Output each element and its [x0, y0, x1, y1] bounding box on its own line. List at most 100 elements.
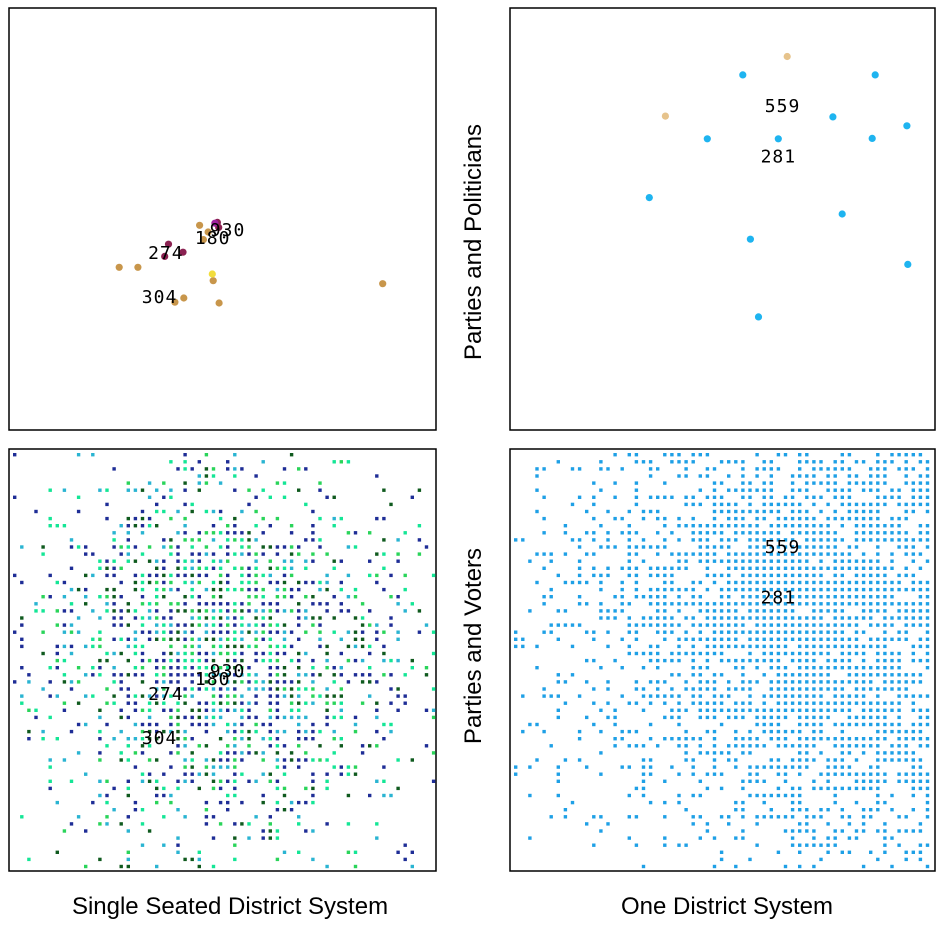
data-point — [261, 573, 265, 578]
data-point — [233, 680, 237, 684]
data-point — [247, 573, 251, 578]
data-point — [119, 687, 123, 691]
data-point — [805, 651, 809, 656]
data-point — [396, 552, 400, 556]
data-point — [140, 808, 145, 812]
data-point — [254, 623, 258, 627]
data-point — [776, 850, 781, 854]
data-point — [126, 644, 130, 649]
data-point — [69, 729, 74, 734]
data-point — [318, 694, 322, 698]
data-point — [876, 545, 880, 549]
data-point — [883, 722, 887, 727]
data-point — [698, 751, 702, 755]
data-point — [826, 765, 830, 769]
data-point — [289, 751, 294, 755]
data-point — [769, 481, 773, 485]
data-point — [147, 637, 152, 641]
data-point — [904, 616, 908, 620]
data-point — [41, 687, 45, 691]
data-point — [883, 644, 887, 649]
data-point — [911, 573, 915, 578]
data-point — [783, 52, 791, 61]
data-point — [169, 644, 173, 649]
data-point — [410, 864, 414, 869]
data-point — [641, 694, 646, 698]
data-point — [663, 573, 667, 578]
data-point — [233, 772, 237, 776]
data-point — [275, 737, 280, 741]
data-point — [648, 694, 653, 698]
data-point — [847, 595, 852, 599]
data-point — [670, 552, 674, 556]
data-point — [542, 531, 546, 535]
data-point — [755, 488, 759, 492]
data-point — [147, 630, 152, 634]
data-point — [861, 864, 866, 869]
data-point — [112, 786, 116, 791]
data-point — [805, 658, 809, 663]
data-point — [592, 516, 596, 521]
data-point — [741, 587, 745, 592]
data-point — [112, 531, 116, 535]
data-point — [819, 481, 823, 485]
data-point — [275, 765, 280, 769]
data-point — [140, 708, 145, 712]
data-point — [599, 666, 603, 670]
data-point — [656, 623, 660, 627]
data-point — [826, 708, 830, 712]
data-point — [521, 644, 525, 649]
data-point — [289, 595, 294, 599]
data-point — [826, 701, 830, 705]
data-point — [289, 559, 294, 563]
data-point — [656, 687, 660, 691]
data-point — [233, 630, 237, 634]
data-point — [698, 552, 702, 556]
data-point — [389, 701, 393, 705]
data-point — [190, 680, 194, 684]
data-point — [918, 602, 923, 606]
data-point — [741, 509, 745, 514]
data-point — [911, 786, 915, 791]
data-point — [755, 616, 759, 620]
data-point — [861, 559, 866, 563]
data-point — [918, 531, 923, 535]
data-point — [854, 722, 859, 727]
data-point — [162, 545, 166, 549]
data-point — [641, 616, 646, 620]
data-point — [904, 474, 908, 478]
data-point — [783, 566, 788, 570]
data-point — [155, 864, 159, 869]
data-point — [776, 715, 781, 720]
data-point — [790, 758, 795, 762]
data-point — [861, 744, 866, 748]
data-point — [126, 531, 130, 535]
data-point — [162, 566, 166, 570]
data-point — [247, 587, 251, 592]
data-point — [869, 708, 873, 712]
data-point — [282, 573, 287, 578]
data-point — [169, 680, 173, 684]
data-point — [734, 552, 738, 556]
data-point — [769, 538, 773, 542]
data-point — [592, 502, 596, 507]
data-point — [783, 516, 788, 521]
data-point — [698, 744, 702, 748]
data-point — [925, 708, 930, 712]
data-point — [162, 658, 166, 663]
data-point — [211, 722, 216, 727]
data-point — [876, 786, 880, 791]
data-point — [769, 708, 773, 712]
point-label: 304 — [142, 287, 178, 308]
data-point — [98, 566, 102, 570]
data-point — [254, 651, 258, 656]
data-point — [904, 481, 908, 485]
data-point — [55, 524, 59, 528]
data-point — [833, 481, 837, 485]
data-point — [197, 658, 201, 663]
data-point — [798, 531, 802, 535]
data-point — [396, 595, 400, 599]
data-point — [620, 737, 624, 741]
data-point — [876, 857, 880, 862]
data-point — [876, 644, 880, 649]
